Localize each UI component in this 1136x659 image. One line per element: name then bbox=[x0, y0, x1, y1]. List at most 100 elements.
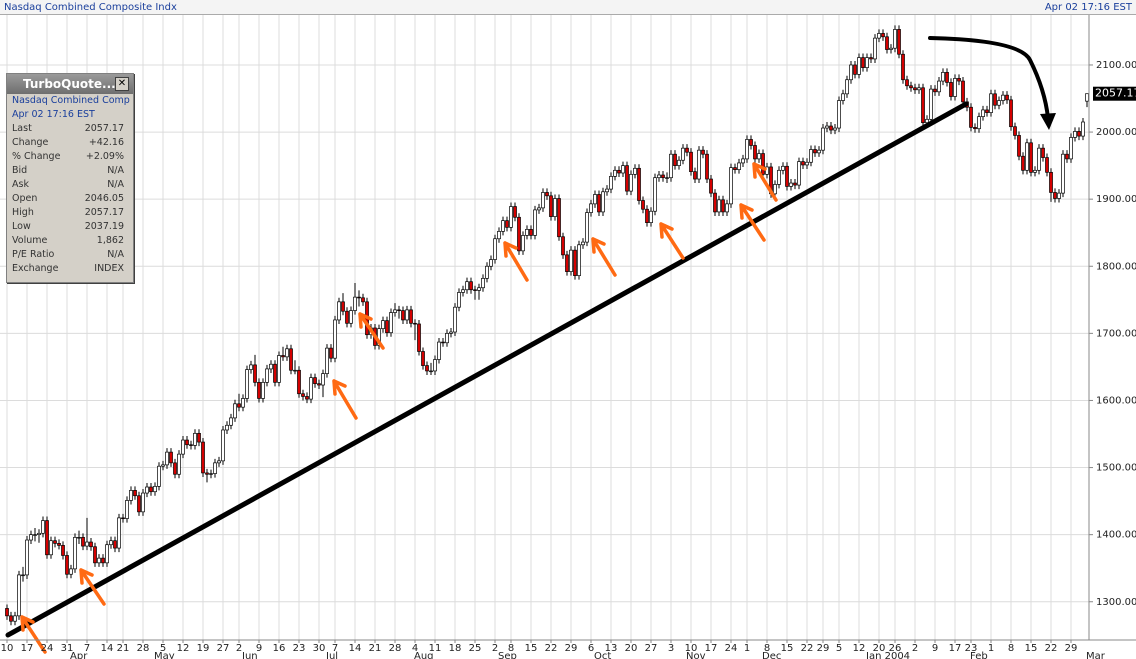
candle-body bbox=[421, 351, 425, 366]
axes: 1300.00 1400.00 1500.00 1600.00 1700.00 1800.… bbox=[0, 15, 1136, 659]
candle-body bbox=[17, 574, 21, 617]
candle-body bbox=[1061, 153, 1065, 194]
candle-body bbox=[549, 195, 553, 217]
candle-body bbox=[673, 153, 677, 166]
candle-body bbox=[845, 79, 849, 95]
x-tick-label: 24 bbox=[725, 643, 738, 654]
candle-body bbox=[741, 158, 745, 164]
candle-body bbox=[121, 517, 125, 520]
candle-body bbox=[445, 333, 449, 344]
candle-body bbox=[645, 208, 649, 223]
y-tick-label: 2000.00 bbox=[1096, 127, 1136, 138]
x-tick-label: 18 bbox=[449, 643, 462, 654]
candle-body bbox=[585, 212, 589, 243]
x-tick-label: 5 bbox=[160, 643, 166, 654]
candles bbox=[5, 25, 1089, 626]
candle-body bbox=[633, 167, 637, 175]
candle-body bbox=[797, 161, 801, 186]
candle-body bbox=[537, 207, 541, 211]
candle-body bbox=[945, 71, 949, 83]
y-tick-label: 1300.00 bbox=[1096, 597, 1136, 608]
x-tick-label: 23 bbox=[965, 643, 978, 654]
candle-body bbox=[397, 309, 401, 312]
candle-body bbox=[1009, 99, 1013, 128]
candle-body bbox=[197, 432, 201, 443]
candle-body bbox=[81, 536, 85, 547]
quote-label: Volume bbox=[12, 235, 48, 246]
candle-body bbox=[749, 139, 753, 146]
candle-body bbox=[1001, 94, 1005, 101]
arrow bbox=[79, 568, 106, 606]
candle-body bbox=[253, 364, 257, 383]
candle-body bbox=[125, 500, 129, 519]
candle-body bbox=[709, 178, 713, 194]
x-tick-label: 4 bbox=[412, 643, 418, 654]
candle-body bbox=[89, 541, 93, 548]
quote-row: Ask N/A bbox=[7, 178, 133, 192]
x-tick-label: 6 bbox=[588, 643, 594, 654]
candle-body bbox=[385, 320, 389, 334]
candle-body bbox=[413, 322, 417, 325]
candle-body bbox=[853, 64, 857, 75]
candle-body bbox=[801, 161, 805, 166]
candle-body bbox=[317, 383, 321, 386]
candle-body bbox=[777, 169, 781, 185]
candle-body bbox=[21, 574, 25, 577]
candle-body bbox=[557, 198, 561, 238]
candle-body bbox=[857, 57, 861, 75]
x-tick-label: 7 bbox=[332, 643, 338, 654]
candle-body bbox=[905, 79, 909, 87]
candle-body bbox=[141, 492, 145, 513]
y-tick-label: 1700.00 bbox=[1096, 328, 1136, 339]
close-button[interactable]: ✕ bbox=[115, 77, 129, 91]
candle-body bbox=[753, 145, 757, 160]
x-tick-label: 28 bbox=[389, 643, 402, 654]
x-tick-label: 20 bbox=[873, 643, 886, 654]
candle-body bbox=[953, 78, 957, 97]
candle-body bbox=[589, 203, 593, 213]
candle-body bbox=[441, 341, 445, 344]
candle-body bbox=[581, 241, 585, 246]
candle-body bbox=[737, 162, 741, 170]
candle-body bbox=[561, 236, 565, 256]
candle-body bbox=[381, 320, 385, 330]
quote-value: INDEX bbox=[94, 263, 124, 274]
candle-body bbox=[969, 106, 973, 128]
x-tick-label: 25 bbox=[469, 643, 482, 654]
candle-body bbox=[1041, 147, 1045, 158]
candle-body bbox=[433, 359, 437, 372]
candle-body bbox=[113, 540, 117, 549]
candle-body bbox=[817, 149, 821, 154]
candle-body bbox=[489, 259, 493, 267]
candle-body bbox=[309, 377, 313, 400]
candle-body bbox=[245, 369, 249, 399]
candle-body bbox=[529, 229, 533, 236]
x-tick-label: 8 bbox=[764, 643, 770, 654]
quote-value: 2037.19 bbox=[84, 221, 124, 232]
candle-body bbox=[685, 147, 689, 153]
candle-body bbox=[265, 368, 269, 383]
quote-row: Low 2037.19 bbox=[7, 220, 133, 234]
candle-body bbox=[605, 188, 609, 193]
quote-row: Bid N/A bbox=[7, 164, 133, 178]
candle-body bbox=[521, 235, 525, 252]
candle-body bbox=[697, 149, 701, 180]
candle-body bbox=[565, 254, 569, 272]
x-tick-label: 29 bbox=[817, 643, 830, 654]
arrow bbox=[591, 237, 617, 277]
month-label: Feb bbox=[970, 651, 988, 659]
x-tick-label: 1 bbox=[744, 643, 750, 654]
y-tick-label: 1600.00 bbox=[1096, 395, 1136, 406]
candle-body bbox=[229, 417, 233, 426]
candle-body bbox=[429, 370, 433, 373]
candle-body bbox=[41, 520, 45, 534]
arrow bbox=[358, 312, 385, 350]
candle-body bbox=[961, 80, 965, 103]
arrow bbox=[503, 241, 529, 282]
candle-body bbox=[889, 47, 893, 50]
quote-value: 2057.17 bbox=[84, 123, 124, 134]
candle-body bbox=[341, 301, 345, 312]
candle-body bbox=[937, 80, 941, 93]
month-label: Aug bbox=[414, 651, 434, 659]
